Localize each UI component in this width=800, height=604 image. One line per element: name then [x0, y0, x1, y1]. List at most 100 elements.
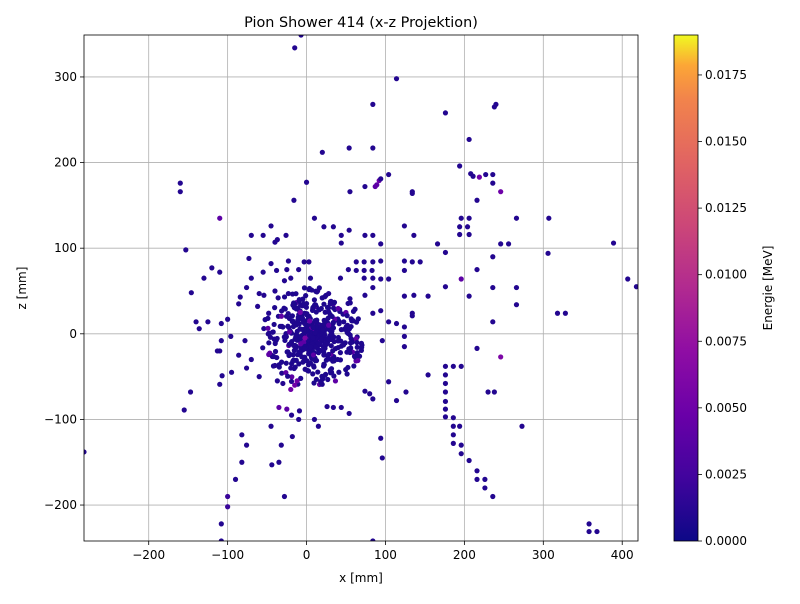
scatter-point [283, 360, 289, 366]
scatter-point [275, 295, 281, 301]
scatter-point [370, 101, 376, 107]
scatter-point [327, 301, 333, 307]
scatter-point [201, 275, 207, 281]
scatter-point [256, 290, 262, 297]
scatter-point [354, 344, 360, 350]
scatter-point [272, 288, 278, 294]
scatter-point [284, 266, 290, 273]
colorbar-tick-label: 0.0025 [705, 467, 747, 481]
scatter-point [303, 304, 309, 310]
scatter-point [362, 388, 368, 394]
scatter-point [218, 320, 224, 327]
scatter-point [323, 340, 329, 347]
scatter-point [490, 493, 496, 500]
scatter-point [325, 335, 331, 342]
scatter-point [302, 366, 308, 372]
scatter-point [347, 189, 353, 195]
scatter-point [293, 333, 300, 339]
y-axis-ticks: −200 −100 0 100 200 300 [44, 70, 84, 512]
scatter-point [177, 189, 183, 195]
x-tick-label: 200 [453, 548, 476, 562]
colorbar-tick-label: 0.0100 [705, 268, 747, 282]
scatter-point [297, 309, 303, 316]
scatter-point [181, 407, 187, 413]
scatter-point [442, 406, 449, 412]
scatter-point [457, 231, 463, 238]
scatter-point [442, 380, 449, 387]
scatter-point [315, 369, 321, 375]
scatter-point [301, 301, 307, 307]
scatter-point [370, 310, 376, 316]
scatter-point [386, 171, 392, 178]
scatter-point [273, 337, 279, 343]
scatter-point [362, 232, 368, 238]
scatter-point [393, 397, 400, 404]
scatter-point [325, 376, 331, 383]
scatter-point [193, 319, 199, 325]
scatter-point [474, 197, 480, 203]
scatter-point [294, 337, 300, 343]
scatter-point [302, 346, 308, 352]
scatter-point [336, 321, 342, 327]
scatter-point [378, 435, 384, 441]
scatter-point [403, 389, 409, 395]
scatter-point [310, 371, 316, 377]
scatter-point [362, 292, 368, 298]
scatter-point [266, 310, 272, 316]
scatter-point [310, 335, 316, 341]
scatter-point [327, 367, 333, 373]
scatter-point [285, 373, 291, 379]
scatter-point [361, 275, 367, 281]
scatter-point [519, 423, 525, 429]
scatter-point [338, 232, 344, 238]
scatter-point [325, 351, 332, 358]
scatter-point [301, 285, 308, 291]
y-tick-label: 0 [69, 327, 77, 341]
scatter-point [464, 224, 471, 230]
scatter-point [347, 296, 353, 302]
scatter-point [248, 232, 254, 238]
scatter-point [562, 310, 568, 316]
scatter-point [261, 292, 267, 298]
scatter-point [513, 215, 520, 221]
scatter-point [348, 316, 354, 322]
scatter-point [474, 476, 480, 482]
scatter-point [293, 306, 299, 312]
colorbar-tick-label: 0.0150 [705, 135, 747, 149]
scatter-point [243, 442, 250, 448]
scatter-point [290, 342, 297, 349]
scatter-point [401, 344, 408, 350]
scatter-point [296, 266, 302, 273]
scatter-point [370, 275, 376, 281]
scatter-point [491, 389, 497, 395]
scatter-point [493, 101, 499, 107]
scatter-point [369, 267, 375, 274]
scatter-point [338, 404, 344, 411]
scatter-point [292, 45, 298, 51]
scatter-point [442, 284, 449, 290]
scatter-point [341, 319, 347, 325]
scatter-point [442, 372, 449, 378]
scatter-point [237, 294, 243, 300]
scatter-point [276, 459, 282, 465]
scatter-point [303, 293, 309, 299]
scatter-point [470, 173, 476, 179]
scatter-point [273, 267, 280, 274]
scatter-point [458, 451, 464, 457]
scatter-point [319, 149, 325, 155]
scatter-point [361, 259, 367, 265]
scatter-point [409, 259, 415, 265]
scatter-point [490, 254, 496, 260]
scatter-point [177, 180, 183, 186]
scatter-point [217, 381, 223, 387]
scatter-point [311, 215, 318, 221]
scatter-point [267, 334, 274, 340]
scatter-point [248, 356, 254, 363]
scatter-point [625, 276, 631, 282]
scatter-point [268, 223, 274, 229]
scatter-point [490, 180, 496, 186]
plot-frame [83, 34, 639, 542]
scatter-point [393, 76, 400, 82]
scatter-point [225, 316, 231, 322]
